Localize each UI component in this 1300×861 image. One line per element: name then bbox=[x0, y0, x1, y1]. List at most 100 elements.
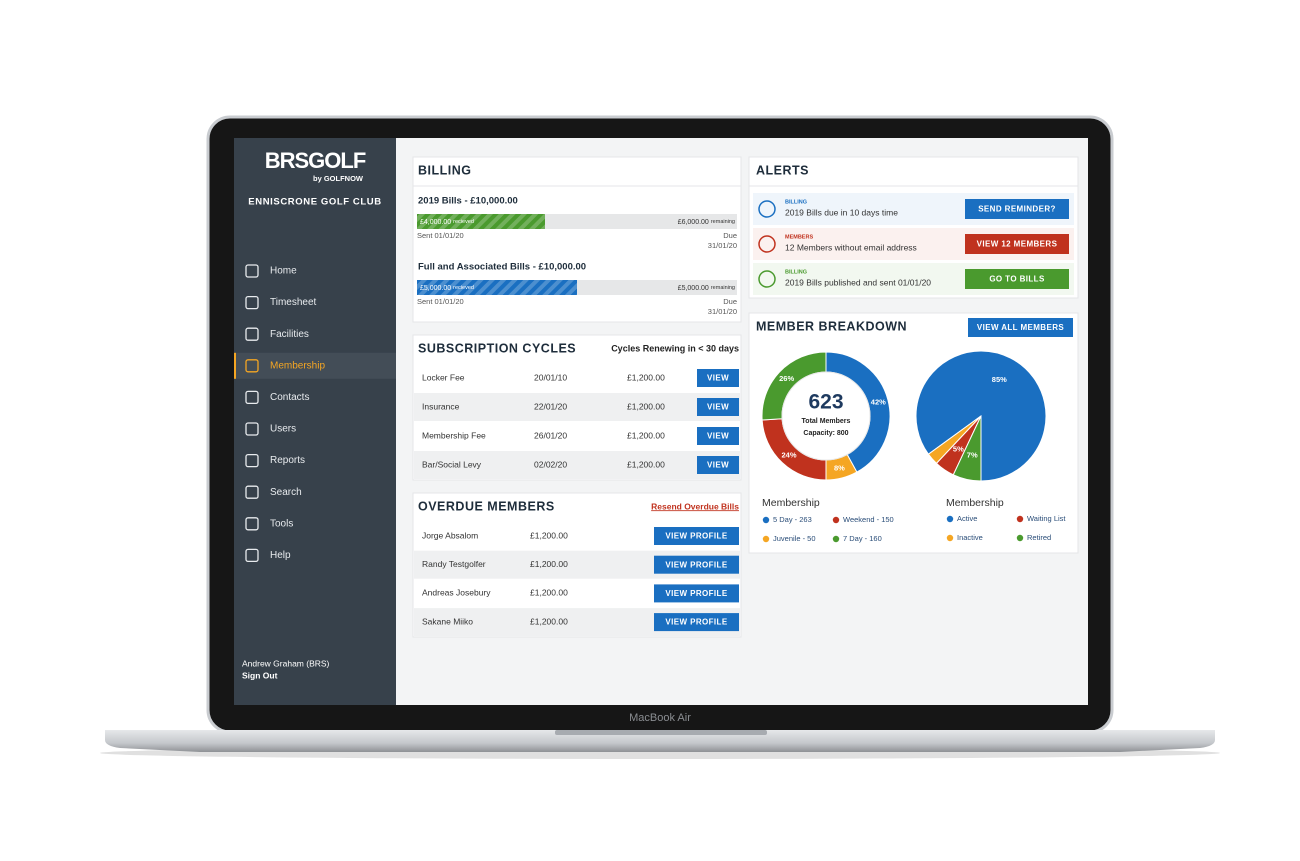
sign-out[interactable]: Sign Out bbox=[242, 670, 278, 680]
remaining-word: remaining bbox=[711, 285, 735, 291]
view-button[interactable] bbox=[697, 427, 739, 445]
panel-title: MEMBER BREAKDOWN bbox=[756, 319, 907, 333]
view-all-button[interactable] bbox=[968, 318, 1073, 337]
cell: Randy Testgolfer bbox=[422, 559, 486, 569]
chart-title: Membership bbox=[762, 497, 820, 509]
profile-button-label[interactable]: VIEW PROFILE bbox=[665, 589, 727, 598]
nav-icon bbox=[245, 359, 259, 373]
profile-button-label[interactable]: VIEW PROFILE bbox=[665, 560, 727, 569]
legend-label: Weekend - 150 bbox=[843, 515, 894, 524]
resend-link[interactable]: Resend Overdue Bills bbox=[651, 501, 739, 511]
alert-message: 2019 Bills due in 10 days time bbox=[785, 207, 898, 217]
alert-icon bbox=[758, 270, 776, 288]
received-word: recieved bbox=[453, 219, 474, 225]
nav-icon bbox=[245, 548, 259, 563]
bill-title: Full and Associated Bills - £10,000.00 bbox=[418, 262, 586, 273]
laptop-base bbox=[105, 730, 1215, 752]
cell: Locker Fee bbox=[422, 372, 465, 382]
legend-label: Active bbox=[957, 514, 977, 523]
legend-label: Waiting List bbox=[1027, 514, 1066, 523]
view-button-label[interactable]: VIEW bbox=[707, 403, 729, 412]
sent-date: Sent 01/01/20 bbox=[417, 297, 464, 306]
alert-button-label[interactable]: VIEW 12 MEMBERS bbox=[977, 240, 1058, 249]
cell: 22/01/20 bbox=[534, 401, 567, 411]
legend-label: Juvenile - 50 bbox=[773, 534, 816, 543]
cell: £1,200.00 bbox=[627, 372, 665, 382]
received-word: recieved bbox=[453, 285, 474, 291]
legend-dot bbox=[1016, 515, 1024, 523]
nav-icon bbox=[245, 485, 259, 499]
view-button[interactable] bbox=[697, 369, 739, 387]
profile-button[interactable] bbox=[654, 555, 739, 574]
cell: Membership Fee bbox=[422, 430, 486, 440]
row-bg bbox=[414, 393, 740, 421]
remaining-word: remaining bbox=[711, 219, 735, 225]
legend-label: Retired bbox=[1027, 533, 1051, 542]
slice-label: 42% bbox=[871, 398, 886, 407]
view-button[interactable] bbox=[697, 398, 739, 416]
nav-item[interactable]: Help bbox=[270, 550, 291, 561]
legend-label: 5 Day - 263 bbox=[773, 515, 812, 524]
profile-button-label[interactable]: VIEW PROFILE bbox=[665, 618, 727, 627]
slice bbox=[915, 350, 1047, 482]
legend-label: 7 Day - 160 bbox=[843, 534, 882, 543]
alert-message: 2019 Bills published and sent 01/01/20 bbox=[785, 277, 931, 287]
cell: £1,200.00 bbox=[530, 616, 568, 626]
panel-subtitle: Cycles Renewing in < 30 days bbox=[611, 343, 739, 353]
remaining-label: £5,000.00 remaining bbox=[678, 285, 735, 292]
progress-stripes bbox=[417, 280, 577, 295]
cell: £1,200.00 bbox=[530, 588, 568, 598]
view-button-label[interactable]: VIEW bbox=[707, 461, 729, 470]
alert-button[interactable] bbox=[965, 199, 1069, 219]
nav-item[interactable]: Facilities bbox=[270, 329, 309, 340]
capacity-label: Capacity: 800 bbox=[803, 430, 848, 437]
alert-button-label[interactable]: SEND REMINDER? bbox=[978, 205, 1056, 214]
profile-button[interactable] bbox=[654, 584, 739, 603]
nav-item[interactable]: Contacts bbox=[270, 392, 309, 403]
nav-icon bbox=[245, 327, 259, 341]
legend-dot bbox=[832, 535, 840, 543]
alert-button[interactable] bbox=[965, 269, 1069, 289]
sent-date: Sent 01/01/20 bbox=[417, 231, 464, 240]
cell: £1,200.00 bbox=[627, 459, 665, 469]
bill-title: 2019 Bills - £10,000.00 bbox=[418, 196, 518, 207]
nav-item[interactable]: Timesheet bbox=[270, 297, 317, 308]
slice bbox=[952, 415, 982, 482]
due-date: 31/01/20 bbox=[708, 307, 737, 316]
nav-icon bbox=[245, 422, 259, 436]
due-label: Due bbox=[723, 231, 737, 240]
profile-button-label[interactable]: VIEW PROFILE bbox=[665, 532, 727, 541]
alert-button-label[interactable]: GO TO BILLS bbox=[989, 275, 1045, 284]
due-label: Due bbox=[723, 297, 737, 306]
slice-label: 7% bbox=[967, 450, 978, 459]
sidebar bbox=[234, 138, 396, 705]
view-button-label[interactable]: VIEW bbox=[707, 374, 729, 383]
profile-button[interactable] bbox=[654, 613, 739, 632]
cell: Sakane Miiko bbox=[422, 616, 473, 626]
cell: £1,200.00 bbox=[530, 530, 568, 540]
view-button[interactable] bbox=[697, 456, 739, 474]
nav-item[interactable]: Users bbox=[270, 424, 296, 435]
nav-item[interactable]: Tools bbox=[270, 518, 293, 529]
nav-item[interactable]: Home bbox=[270, 266, 297, 277]
alert-button[interactable] bbox=[965, 234, 1069, 254]
donut-hole bbox=[781, 371, 871, 461]
legend-dot bbox=[1016, 534, 1024, 542]
nav-icon bbox=[245, 295, 259, 310]
nav-item[interactable]: Search bbox=[270, 487, 302, 498]
profile-button[interactable] bbox=[654, 527, 739, 545]
chart-title: Membership bbox=[946, 497, 1004, 509]
cell: 20/01/10 bbox=[534, 372, 567, 382]
progress-remaining bbox=[545, 214, 737, 229]
progress-stripes bbox=[417, 214, 545, 229]
user-name: Andrew Graham (BRS) bbox=[242, 658, 330, 668]
view-all-button-label[interactable]: VIEW ALL MEMBERS bbox=[977, 323, 1065, 332]
legend-dot bbox=[762, 516, 770, 524]
view-button-label[interactable]: VIEW bbox=[707, 432, 729, 441]
nav-item[interactable]: Reports bbox=[270, 455, 305, 466]
logo-by: by GOLFNOW bbox=[313, 174, 364, 183]
slice-label: 26% bbox=[779, 374, 794, 383]
alert-icon bbox=[758, 200, 776, 218]
alert-icon bbox=[758, 235, 776, 253]
nav-item[interactable]: Membership bbox=[270, 360, 325, 371]
